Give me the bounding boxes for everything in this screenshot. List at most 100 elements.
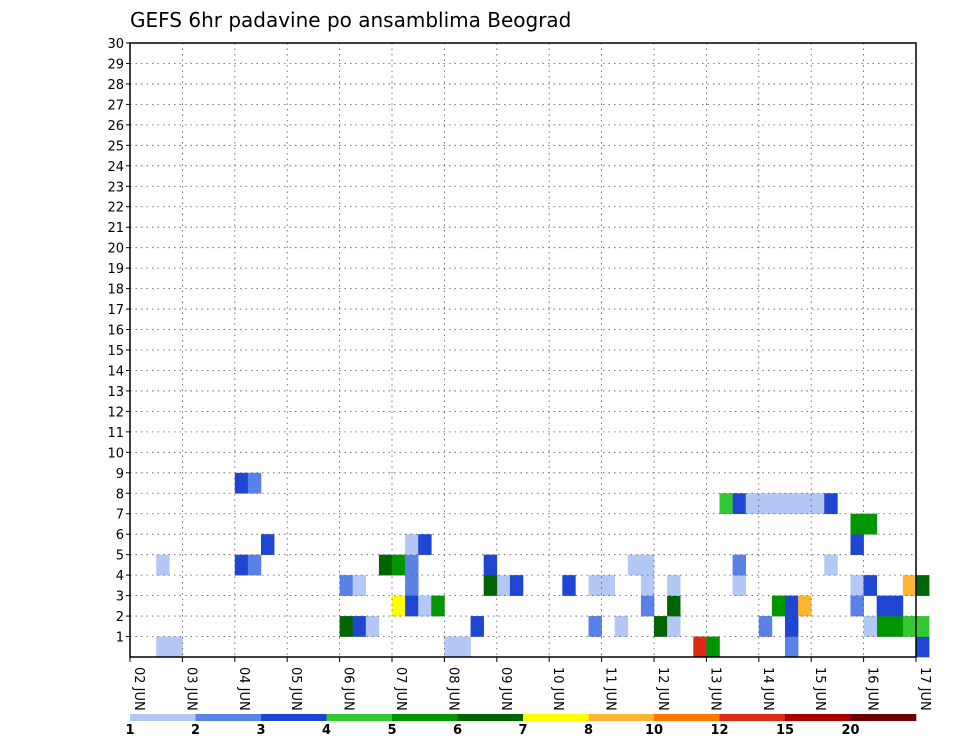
- heatmap-cell: [850, 534, 864, 555]
- colorbar-swatch: [785, 714, 851, 721]
- heatmap-cell: [824, 493, 838, 515]
- x-tick-label: 02 JUN: [131, 667, 146, 711]
- heatmap-cell: [640, 575, 655, 596]
- x-tick-label: 07 JUN: [393, 667, 408, 711]
- heatmap-cell: [339, 616, 353, 637]
- heatmap-cell: [889, 595, 904, 617]
- heatmap-cell: [732, 554, 746, 576]
- heatmap-cell: [640, 554, 655, 576]
- colorbar-label: 15: [776, 723, 794, 738]
- heatmap-cell: [785, 636, 799, 658]
- heatmap-cell: [614, 616, 629, 637]
- heatmap-cell: [392, 595, 406, 617]
- x-axis: 02 JUN 03 JUN 04 JUN 05 JUN 06 JUN 07 JUN 08 J…: [129, 657, 932, 711]
- colorbar-swatch: [392, 714, 458, 721]
- heatmap-cell: [234, 554, 249, 576]
- heatmap-cell: [470, 616, 484, 637]
- colorbar-swatch: [130, 714, 196, 721]
- y-tick-label: 14: [107, 364, 124, 379]
- colorbar-label: 8: [584, 723, 593, 738]
- heatmap-cell: [156, 554, 170, 576]
- y-tick-label: 21: [107, 221, 124, 236]
- y-tick-label: 9: [116, 467, 124, 482]
- y-tick-label: 20: [107, 242, 124, 257]
- y-tick-label: 23: [107, 180, 124, 195]
- colorbar-label: 7: [518, 723, 527, 738]
- colorbar-label: 20: [841, 723, 859, 738]
- heatmap-cell: [562, 575, 576, 596]
- y-tick-label: 27: [107, 98, 124, 113]
- heatmap-cell: [627, 554, 642, 576]
- heatmap-cell: [169, 636, 183, 658]
- x-tick-label: 09 JUN: [498, 667, 513, 711]
- colorbar-label: 4: [322, 723, 331, 738]
- heatmap-cell: [824, 554, 838, 576]
- y-tick-label: 24: [107, 160, 124, 175]
- heatmap-cell: [863, 513, 877, 535]
- x-tick-label: 15 JUN: [812, 667, 827, 711]
- heatmap-cell: [496, 575, 511, 596]
- heatmap-cell: [667, 616, 681, 637]
- heatmap-cell: [509, 575, 524, 596]
- y-tick-label: 2: [116, 610, 124, 625]
- heatmap-cell: [667, 595, 681, 617]
- cells-layer: [156, 472, 930, 658]
- heatmap-cell: [785, 616, 799, 637]
- colorbar-swatch: [326, 714, 393, 721]
- y-tick-label: 6: [116, 528, 124, 543]
- heatmap-cell: [418, 595, 432, 617]
- colorbar-label: 10: [645, 723, 663, 738]
- y-tick-label: 29: [107, 57, 124, 72]
- heatmap-cell: [405, 595, 419, 617]
- heatmap-cell: [758, 493, 773, 515]
- heatmap-cell: [405, 575, 419, 596]
- heatmap-cell: [876, 595, 891, 617]
- chart-title: GEFS 6hr padavine po ansamblima Beograd: [130, 8, 571, 32]
- y-axis: 1234567891011121314151617181920212223242…: [107, 37, 130, 646]
- heatmap-cell: [392, 554, 406, 576]
- y-tick-label: 7: [116, 508, 124, 523]
- x-tick-label: 03 JUN: [183, 667, 198, 711]
- x-tick-label: 05 JUN: [288, 667, 303, 711]
- heatmap-cell: [588, 575, 602, 596]
- heatmap-cell: [339, 575, 353, 596]
- heatmap-cell: [850, 513, 864, 535]
- colorbar-swatch: [588, 714, 655, 721]
- y-tick-label: 25: [107, 139, 124, 154]
- colorbar-swatch: [523, 714, 589, 721]
- x-tick-label: 11 JUN: [603, 667, 618, 711]
- heatmap-cell: [916, 616, 930, 637]
- heatmap-cell: [863, 616, 877, 637]
- heatmap-cell: [431, 595, 445, 617]
- heatmap-cell: [352, 616, 367, 637]
- heatmap-cell: [601, 575, 615, 596]
- colorbar-label: 2: [191, 723, 200, 738]
- heatmap-cell: [785, 595, 799, 617]
- y-tick-label: 3: [116, 590, 124, 605]
- colorbar-swatch: [457, 714, 524, 721]
- y-tick-label: 10: [107, 446, 124, 461]
- heatmap-cell: [902, 575, 917, 596]
- x-tick-label: 04 JUN: [236, 667, 251, 711]
- colorbar: 1 2 3 4 5 6 7 8 10 12 15 20: [125, 714, 917, 738]
- heatmap-cell: [771, 595, 786, 617]
- x-tick-label: 08 JUN: [445, 667, 460, 711]
- heatmap-cell: [234, 472, 249, 494]
- y-tick-label: 18: [107, 283, 124, 298]
- heatmap-cell: [771, 493, 786, 515]
- heatmap-cell: [640, 595, 655, 617]
- heatmap-cell: [745, 493, 760, 515]
- heatmap-cell: [719, 493, 733, 515]
- colorbar-label: 6: [453, 723, 462, 738]
- x-tick-label: 06 JUN: [341, 667, 356, 711]
- heatmap-cell: [365, 616, 380, 637]
- heatmap-cell: [785, 493, 799, 515]
- heatmap-cell: [693, 636, 707, 658]
- x-tick-label: 17 JUN: [917, 667, 932, 711]
- heatmap-cell: [876, 616, 891, 637]
- y-tick-label: 30: [107, 37, 124, 52]
- heatmap-cell: [405, 554, 419, 576]
- colorbar-label: 1: [125, 723, 134, 738]
- heatmap-cell: [811, 493, 825, 515]
